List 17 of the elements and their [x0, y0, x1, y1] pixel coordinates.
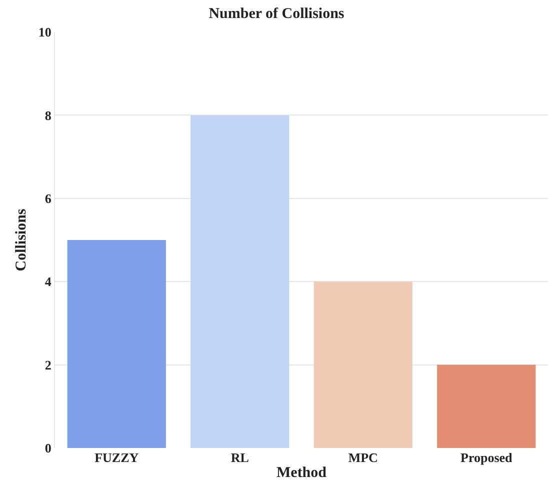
y-tick-label: 8: [44, 108, 52, 123]
x-tick-label: FUZZY: [94, 450, 140, 465]
y-tick-label: 6: [44, 190, 52, 206]
x-axis-title: Method: [276, 465, 328, 481]
x-tick-label: Proposed: [460, 450, 514, 465]
bar: [190, 115, 290, 448]
y-tick-label: 0: [44, 440, 52, 456]
y-tick-label: 10: [38, 24, 52, 40]
x-tick-label: RL: [230, 450, 250, 465]
bar: [437, 364, 536, 448]
x-tick-label: MPC: [348, 450, 378, 465]
chart-title: Number of Collisions: [208, 6, 344, 22]
y-tick-label: 2: [44, 357, 52, 372]
bar: [67, 240, 166, 448]
y-tick-label: 4: [44, 274, 52, 290]
bar: [314, 282, 412, 448]
y-axis-title: Collisions: [14, 208, 30, 272]
